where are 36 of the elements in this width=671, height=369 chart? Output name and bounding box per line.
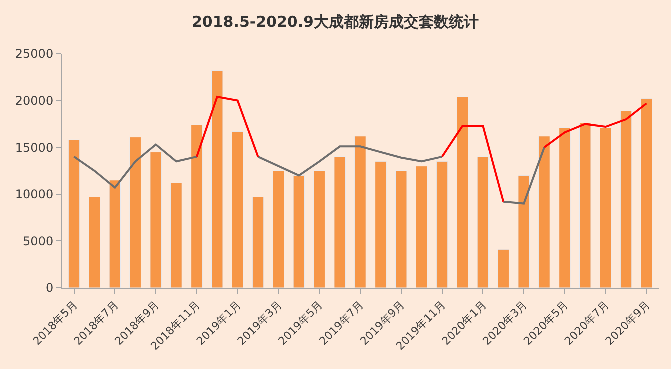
y-tick-label: 15000: [15, 140, 54, 155]
bar: [88, 196, 101, 288]
bar: [580, 123, 592, 288]
bar: [498, 249, 510, 288]
bar: [456, 96, 469, 288]
bar: [559, 128, 571, 288]
y-tick-label: 0: [46, 281, 54, 296]
bar: [150, 152, 162, 288]
bar: [334, 156, 346, 288]
bar: [538, 136, 550, 288]
bar: [396, 170, 408, 288]
bar: [375, 161, 387, 288]
bar: [252, 196, 264, 288]
bar: [416, 166, 428, 288]
bar: [272, 170, 285, 288]
y-tick-label: 10000: [15, 188, 54, 202]
bar: [109, 180, 122, 288]
y-tick-label: 5000: [23, 234, 54, 248]
bar: [640, 98, 653, 288]
y-tick-label: 25000: [15, 47, 54, 62]
bar: [518, 175, 530, 288]
bar: [68, 140, 80, 288]
bar: [354, 136, 366, 288]
bar: [191, 124, 203, 288]
bar: [293, 175, 306, 288]
bar: [170, 182, 182, 288]
bar: [232, 131, 244, 288]
bar: [212, 70, 224, 288]
y-tick-label: 20000: [15, 94, 54, 108]
bar: [314, 170, 326, 288]
bar: [620, 110, 632, 288]
bar: [130, 137, 142, 288]
bar: [477, 156, 490, 288]
bar: [436, 161, 448, 288]
bar: [600, 128, 612, 288]
chart-title: 2018.5-2020.9大成都新房成交套数统计: [192, 13, 479, 32]
